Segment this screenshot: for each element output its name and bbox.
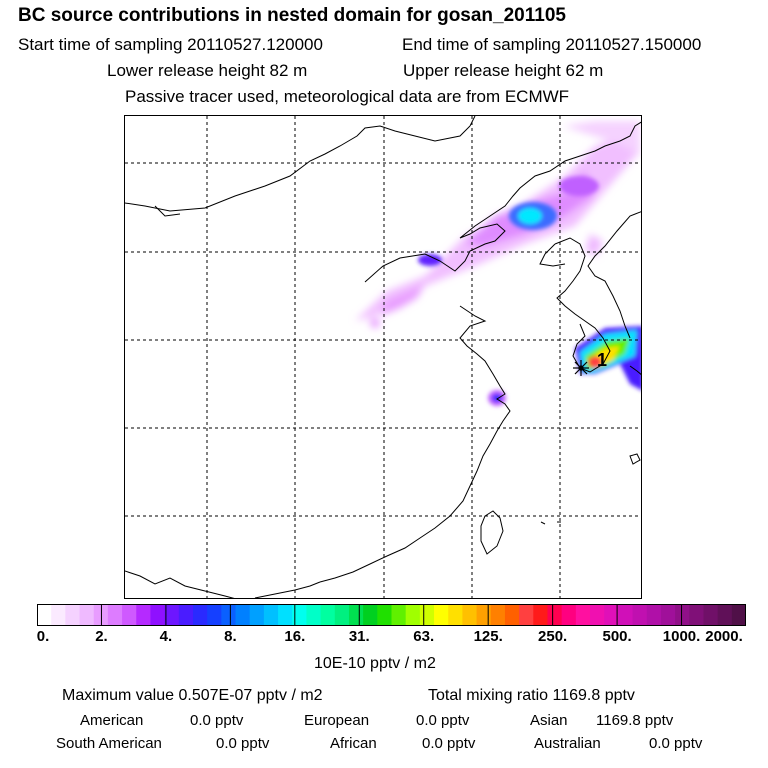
colorbar-cell [334,604,350,626]
colorbar-tick-label: 0. [36,628,50,645]
receptor-marker[interactable] [573,360,589,376]
colorbar-cell [207,604,222,626]
colorbar-tick-label: 500. [602,628,632,645]
region-name-american: American [80,712,144,729]
colorbar-cell [320,604,336,626]
colorbar-tick-label: 125. [473,628,503,645]
region-value-australian: 0.0 pptv [649,735,703,752]
colorbar-tick-label: 2. [95,628,108,645]
colorbar-cell [178,604,194,626]
colorbar-cell [490,604,506,626]
colorbar-cell [136,604,152,626]
lat-lon-grid [125,116,641,598]
region-name-australian: Australian [534,735,601,752]
colorbar-tick-label: 16. [284,628,306,645]
region-name-european: European [304,712,370,729]
colorbar-cell [363,604,378,626]
receptor-label: 1 [597,350,607,370]
colorbar-cell [604,604,619,626]
colorbar-cell [79,604,95,626]
colorbar-units: 10E-10 pptv / m2 [314,655,436,672]
end-time-label: End time of sampling 20110527.150000 [402,35,702,54]
colorbar-cell [618,604,634,626]
colorbar-tick-label: 250. [538,628,568,645]
colorbar-cell [278,604,293,626]
colorbar-cell [405,604,421,626]
colorbar-cell [65,604,81,626]
colorbar-cell [37,604,52,626]
colorbar-cell [632,604,648,626]
tracer-note: Passive tracer used, meteorological data… [125,87,570,106]
colorbar-cell [292,604,308,626]
lower-release-label: Lower release height 82 m [107,61,308,80]
map-panel[interactable]: 1 [124,115,642,599]
region-value-asian: 1169.8 pptv [596,712,674,729]
colorbar-cell [590,604,605,626]
colorbar-cell [575,604,591,626]
colorbar-cell [51,604,66,626]
colorbar-cell [547,604,563,626]
plume-core [418,176,599,406]
colorbar-cell [476,604,492,626]
colorbar-tick-label: 8. [224,628,237,645]
colorbar-cell [731,604,746,626]
colorbar-tick-label: 1000. [662,628,701,645]
total-mixing-label: Total mixing ratio 1169.8 pptv [428,687,635,704]
region-name-african: African [330,735,377,752]
colorbar-cell [703,604,719,626]
colorbar-cell [660,604,676,626]
colorbar-tick-label: 4. [159,628,173,645]
colorbar-cell [448,604,463,626]
colorbar-tick-label: 2000. [705,628,743,645]
receptor-hotspot [575,326,641,390]
colorbar-cell [235,604,251,626]
region-value-african: 0.0 pptv [422,735,476,752]
colorbar-tick-label: 31. [348,628,370,645]
region-name-south-american: South American [56,735,162,752]
upper-release-label: Upper release height 62 m [403,61,604,80]
page-title: BC source contributions in nested domain… [18,5,566,26]
colorbar-cell [192,604,208,626]
colorbar-cell [519,604,534,626]
colorbar-tick-label: 63. [413,628,435,645]
colorbar-cell [675,604,690,626]
region-value-european: 0.0 pptv [416,712,470,729]
colorbar-cell [391,604,407,626]
colorbar-cell [419,604,435,626]
colorbar-cell [122,604,137,626]
colorbar-cell [306,604,322,626]
start-time-label: Start time of sampling 20110527.120000 [18,35,323,54]
colorbar-cell [689,604,705,626]
colorbar-cell [150,604,166,626]
region-value-south-american: 0.0 pptv [216,735,270,752]
colorbar-cell [164,604,180,626]
colorbar-cell [263,604,279,626]
colorbar-cell [107,604,123,626]
colorbar-cell [249,604,265,626]
colorbar-cell [462,604,478,626]
colorbar-cell [646,604,662,626]
region-value-american: 0.0 pptv [190,712,244,729]
colorbar-cell [533,604,549,626]
map-canvas: 1 [125,116,641,598]
colorbar-cell [717,604,733,626]
colorbar-cell [504,604,520,626]
colorbar-cell [377,604,393,626]
region-name-asian: Asian [530,712,568,729]
colorbar-cell [561,604,577,626]
colorbar-cell [348,604,364,626]
colorbar-cell [221,604,237,626]
coastlines [125,116,641,598]
max-value-label: Maximum value 0.507E-07 pptv / m2 [62,687,323,704]
colorbar [37,604,746,626]
colorbar-cell [434,604,449,626]
